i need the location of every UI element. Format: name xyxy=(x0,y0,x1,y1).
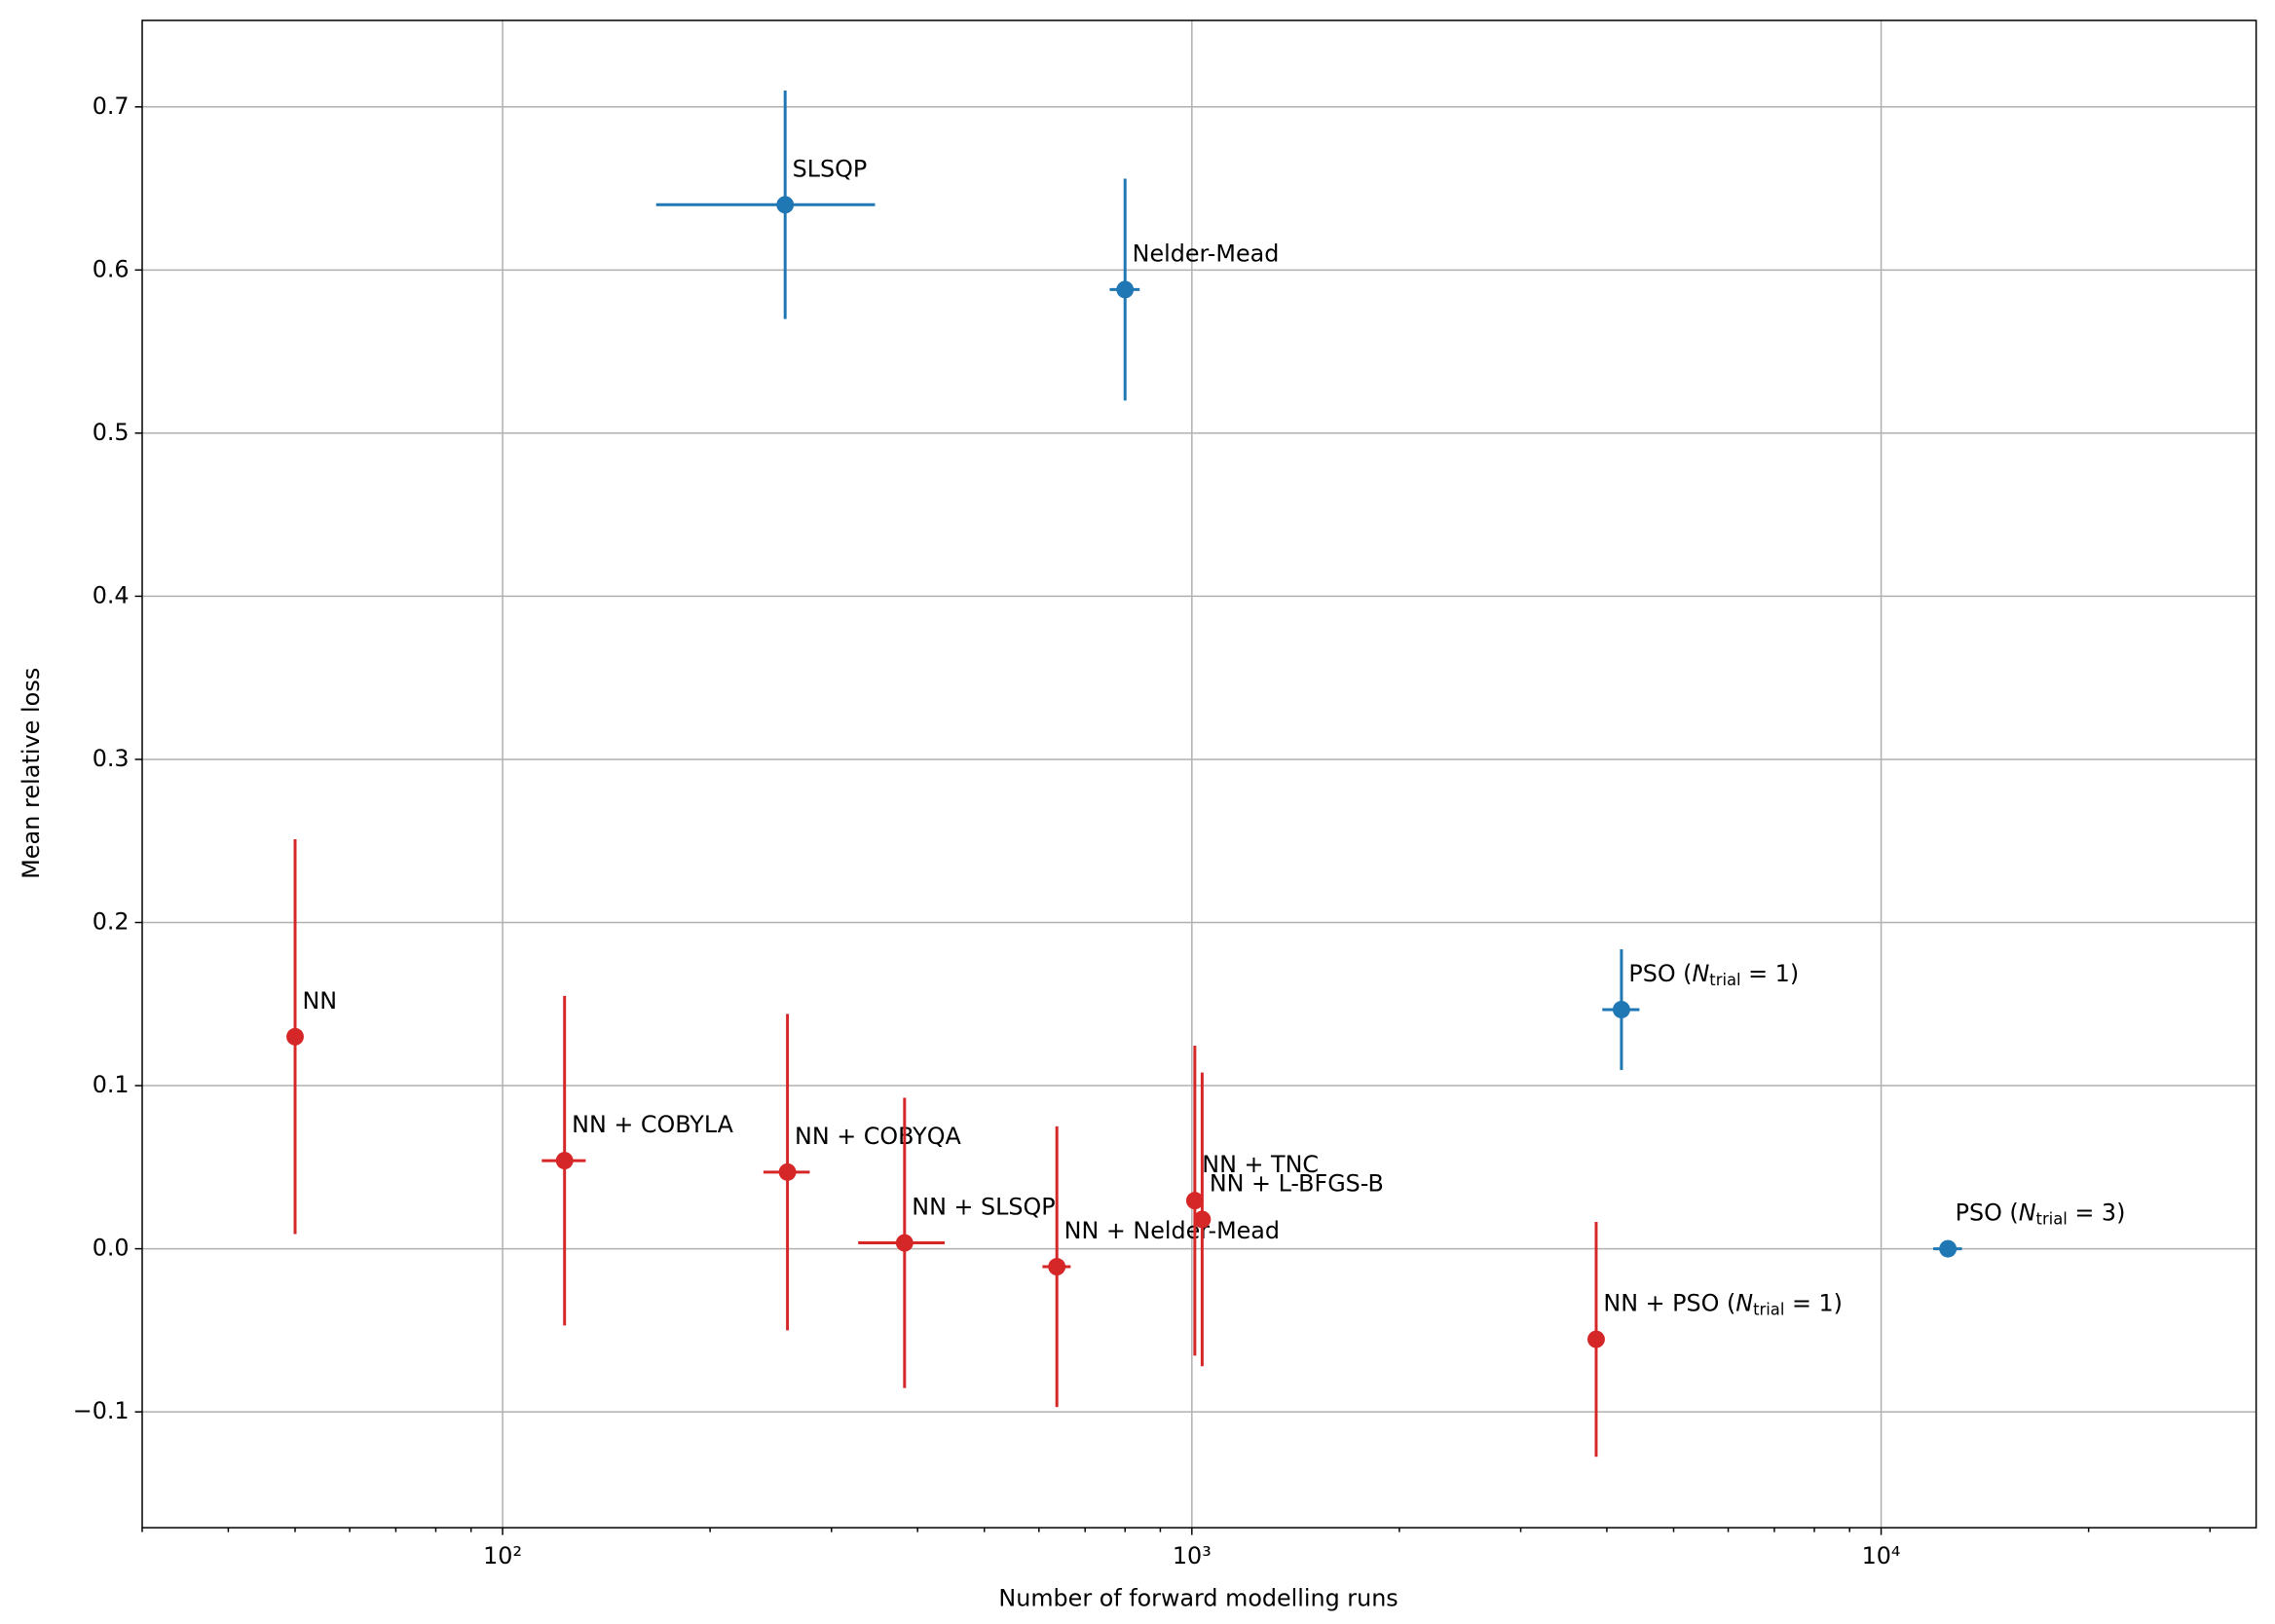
x-axis-label: Number of forward modelling runs xyxy=(998,1584,1398,1611)
point-label-part: NN + PSO ( xyxy=(1603,1290,1735,1317)
x-tick-label: 10⁴ xyxy=(1862,1542,1901,1569)
point-label: PSO (Ntrial = 3) xyxy=(1956,1200,2126,1229)
point-label-part: N xyxy=(1692,960,1709,987)
point-label-part: trial xyxy=(1753,1300,1784,1318)
point-label: NN + PSO (Ntrial = 1) xyxy=(1603,1290,1843,1319)
point-label: NN + Nelder-Mead xyxy=(1064,1217,1280,1244)
point-label-part: = 1) xyxy=(1741,960,1800,987)
point-label: Nelder-Mead xyxy=(1133,240,1280,267)
point xyxy=(286,1027,304,1046)
y-tick-label: 0.0 xyxy=(93,1235,130,1262)
point-label-part: = 1) xyxy=(1784,1290,1843,1317)
point xyxy=(778,1163,797,1181)
y-tick-label: 0.6 xyxy=(93,255,130,282)
y-tick-label: 0.7 xyxy=(93,92,130,120)
x-tick-label: 10³ xyxy=(1173,1542,1212,1569)
point-label: NN + SLSQP xyxy=(912,1194,1055,1221)
y-tick-label: 0.3 xyxy=(93,745,130,772)
point-label: NN + COBYQA xyxy=(795,1123,961,1150)
point xyxy=(1939,1239,1958,1258)
y-tick-label: −0.1 xyxy=(73,1397,130,1424)
point-label-part: trial xyxy=(2036,1209,2068,1228)
y-tick-label: 0.5 xyxy=(93,419,130,446)
y-tick-label: 0.4 xyxy=(93,581,130,609)
y-tick-label: 0.2 xyxy=(93,907,130,935)
point-label: NN + COBYLA xyxy=(572,1111,733,1138)
point xyxy=(555,1152,574,1170)
point xyxy=(895,1234,914,1252)
x-tick-label: 10² xyxy=(483,1542,522,1569)
point-label: PSO (Ntrial = 1) xyxy=(1628,960,1799,989)
point xyxy=(1185,1192,1204,1210)
point xyxy=(1612,1000,1630,1018)
point xyxy=(1587,1330,1605,1348)
point-label-part: trial xyxy=(1709,970,1740,988)
point xyxy=(776,196,795,214)
plot-frame xyxy=(141,19,2257,1529)
point-label: NN xyxy=(302,987,337,1015)
point xyxy=(1193,1210,1212,1229)
point xyxy=(1048,1258,1066,1276)
point-label: SLSQP xyxy=(793,155,868,182)
point-label-part: N xyxy=(1735,1290,1753,1317)
y-axis-label: Mean relative loss xyxy=(18,668,45,879)
point-label: NN + L-BFGS-B xyxy=(1210,1169,1384,1197)
point xyxy=(1116,280,1135,299)
point-label-part: N xyxy=(2019,1200,2036,1227)
point-label: NN + TNC xyxy=(1202,1151,1319,1178)
point-label-part: = 3) xyxy=(2068,1200,2126,1227)
y-tick-label: 0.1 xyxy=(93,1071,130,1098)
point-label-part: PSO ( xyxy=(1956,1200,2019,1227)
point-label-part: PSO ( xyxy=(1628,960,1692,987)
